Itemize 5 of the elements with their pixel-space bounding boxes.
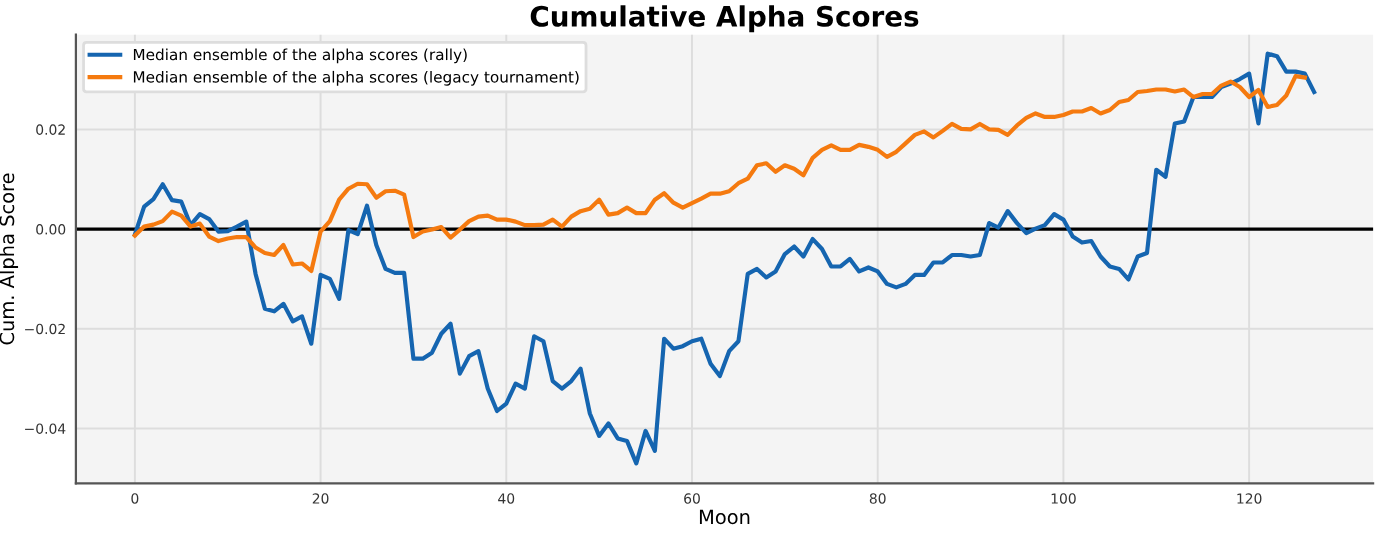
- chart-title: Cumulative Alpha Scores: [530, 5, 919, 33]
- line-series: [132, 73, 1307, 274]
- x-axis-title: Moon: [699, 509, 750, 525]
- y-axis-title: Cum. Alpha Score: [0, 173, 19, 345]
- line-series: [132, 51, 1317, 466]
